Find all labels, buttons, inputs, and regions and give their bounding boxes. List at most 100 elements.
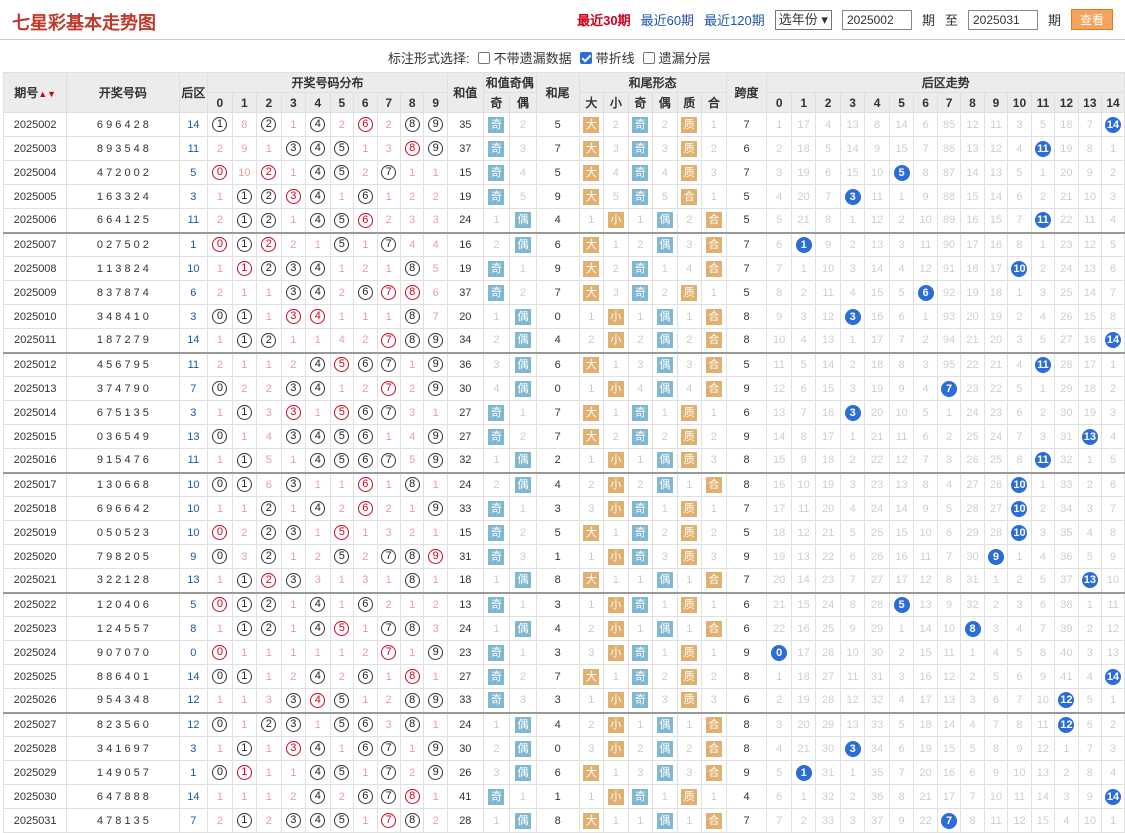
to-period-input[interactable]: 2025031 <box>967 9 1038 30</box>
dist-cell: 1 <box>353 616 378 641</box>
recent-120-link[interactable]: 最近120期 <box>704 13 765 28</box>
parity-cell: 奇 <box>482 184 511 209</box>
miss-value: 9 <box>849 622 856 635</box>
miss-value: 1 <box>216 454 223 467</box>
miss-value: 5 <box>1039 334 1046 347</box>
tail-form-cell: 大 <box>578 160 605 185</box>
col-tail: 和尾 <box>535 72 580 113</box>
checkbox-layer[interactable] <box>642 52 655 64</box>
recent-60-link[interactable]: 最近60期 <box>640 13 695 28</box>
tail-form-cell: 小 <box>603 616 629 641</box>
miss-value: 2 <box>637 238 644 251</box>
hit-ball: 6 <box>357 789 373 804</box>
back-trend-cell: 12 <box>936 664 962 689</box>
back-trend-cell: 7 <box>1101 280 1125 305</box>
sum-cell: 36 <box>446 351 484 377</box>
back-trend-cell: 8 <box>983 736 1009 761</box>
tail-form-cell: 质 <box>676 280 703 305</box>
query-button[interactable]: 查看 <box>1070 9 1113 30</box>
dist-cell: 4 <box>305 664 331 689</box>
table-row: 2025027 8 2 3 5 6 0 12 0 1 2 3 1 5 6 3 8 1 24 1 偶 4 2 小 1 偶 1… <box>2 711 1125 737</box>
form-tag: 小 <box>607 692 624 709</box>
dist-cell: 3 <box>280 520 307 545</box>
form-tag: 奇 <box>632 692 649 709</box>
parity-cell: 3 <box>482 760 511 785</box>
table-row: 2025028 3 4 1 6 9 7 3 1 1 1 3 4 1 6 7 1 9 30 2 偶 0 3 小 2 偶 2 合… <box>2 736 1125 761</box>
hit-ball: 1 <box>236 813 252 828</box>
back-trend-cell: 31 <box>960 568 985 593</box>
period-cell: 2025013 <box>2 376 68 401</box>
back-trend-cell: 19 <box>790 160 817 185</box>
dist-cell: 0 <box>207 711 233 737</box>
miss-value: 14 <box>895 118 908 131</box>
col-period[interactable]: 期号▲▼ <box>2 72 68 113</box>
option-line[interactable]: 带折线 <box>579 48 635 67</box>
back-trend-cell: 31 <box>815 760 841 785</box>
checkbox-line[interactable] <box>579 52 592 64</box>
option-line-label: 带折线 <box>595 51 635 66</box>
miss-value: 3 <box>1039 526 1046 539</box>
dist-cell: 9 <box>423 688 448 713</box>
tail-form-cell: 大 <box>578 280 605 305</box>
miss-value: 1 <box>661 646 668 659</box>
back-cell: 5 <box>178 160 209 185</box>
form-tag: 合 <box>705 740 722 757</box>
tail-form-cell: 2 <box>701 136 727 161</box>
checkbox-no-miss[interactable] <box>477 52 490 64</box>
back-trend-cell: 5 <box>1077 544 1103 569</box>
dist-cell: 8 <box>399 112 425 137</box>
back-trend-cell: 2 <box>888 208 915 233</box>
miss-value: 14 <box>846 142 859 155</box>
miss-value: 11 <box>773 358 785 371</box>
miss-value: 3 <box>710 694 717 707</box>
form-tag: 质 <box>681 788 698 805</box>
tail-cell: 7 <box>535 400 580 425</box>
option-no-miss[interactable]: 不带遗漏数据 <box>477 48 572 67</box>
miss-value: 9 <box>1086 166 1093 179</box>
miss-value: 2 <box>362 262 369 275</box>
tail-form-cell: 小 <box>603 328 629 353</box>
span-cell: 9 <box>725 376 768 401</box>
tail-form-cell: 3 <box>676 760 703 785</box>
year-select[interactable]: 选年份 ▾ <box>774 9 832 30</box>
miss-value: 15 <box>822 382 835 395</box>
back-trend-cell: 18 <box>983 280 1009 305</box>
back-trend-cell: 7 <box>1007 424 1032 449</box>
dist-digit-header: 3 <box>280 92 307 113</box>
miss-value: 12 <box>1106 622 1120 635</box>
back-trend-cell: 3 <box>913 351 938 377</box>
miss-value: 1 <box>216 262 223 275</box>
miss-value: 1 <box>338 310 345 323</box>
miss-value: 1 <box>898 622 905 635</box>
parity-cell: 偶 <box>509 208 537 233</box>
dist-cell: 2 <box>280 664 307 689</box>
option-layer[interactable]: 遗漏分层 <box>642 48 711 67</box>
from-period-input[interactable]: 2025002 <box>841 9 912 30</box>
recent-30-link[interactable]: 最近30期 <box>577 13 631 28</box>
miss-value: 1 <box>686 718 693 731</box>
tail-form-cell: 合 <box>701 376 727 401</box>
miss-value: 2 <box>385 214 392 227</box>
tail-cell: 1 <box>535 784 580 809</box>
sort-icon[interactable]: ▲▼ <box>38 89 57 99</box>
back-trend-cell: 4 <box>960 711 985 737</box>
dist-cell: 1 <box>280 328 307 353</box>
miss-value: 1 <box>409 742 416 755</box>
back-ball: 13 <box>1081 572 1098 589</box>
miss-value: 5 <box>825 142 832 155</box>
back-trend-cell: 0 <box>766 640 792 665</box>
miss-value: 3 <box>849 382 856 395</box>
tail-form-cell: 奇 <box>627 688 654 713</box>
miss-value: 1 <box>1063 742 1070 755</box>
code-cell: 0 5 0 5 2 3 <box>66 520 180 545</box>
form-tag: 质 <box>681 164 698 181</box>
miss-value: 8 <box>1086 142 1093 155</box>
miss-value: 15 <box>966 190 979 203</box>
miss-value: 17 <box>919 694 932 707</box>
hit-ball: 5 <box>334 141 350 156</box>
form-tag: 大 <box>583 116 600 133</box>
miss-value: 16 <box>919 670 932 683</box>
miss-value: 1 <box>612 814 619 827</box>
hit-ball: 8 <box>404 789 420 804</box>
back-trend-cell: 39 <box>1054 616 1079 641</box>
